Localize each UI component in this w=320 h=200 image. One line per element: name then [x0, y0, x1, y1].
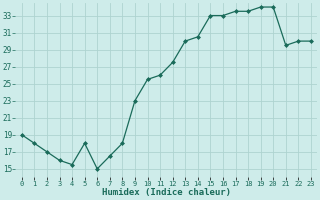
X-axis label: Humidex (Indice chaleur): Humidex (Indice chaleur)	[102, 188, 231, 197]
